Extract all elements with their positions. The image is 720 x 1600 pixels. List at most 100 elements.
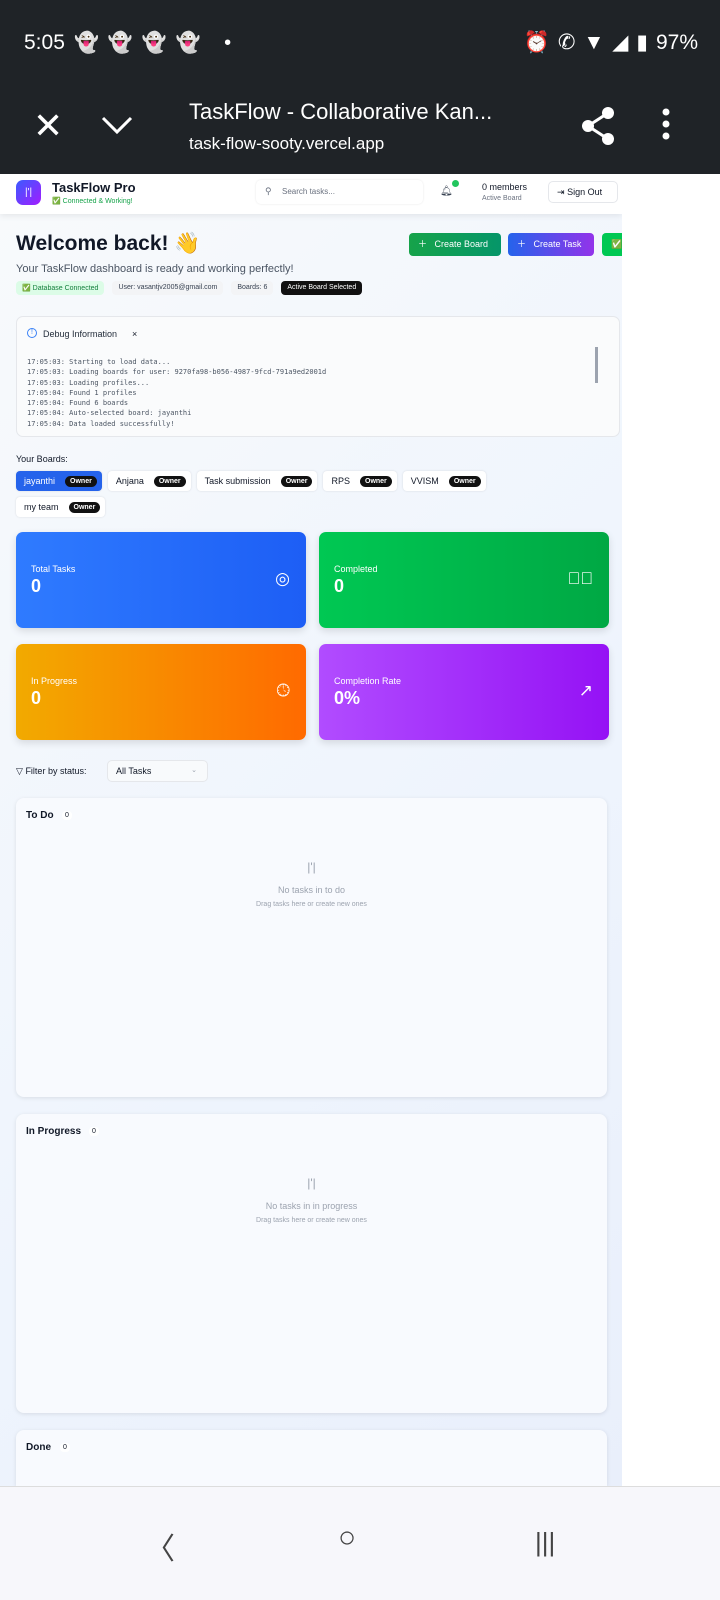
app-header: |'| TaskFlow Pro ✅ Connected & Working! …	[0, 174, 622, 214]
system-icons: ⏰ ✆ ▼ ◢ ▮ 97%	[524, 30, 698, 55]
board-vvism[interactable]: VVISM Owner	[402, 471, 486, 491]
boards-count: Boards: 6	[231, 281, 274, 295]
sign-out-label: Sign Out	[567, 187, 603, 197]
column-done: Done 0	[16, 1430, 607, 1486]
stat-value: 0	[31, 576, 42, 596]
filter-icon: ▽	[16, 766, 23, 776]
stat-label: Completion Rate	[334, 676, 402, 686]
scrollbar[interactable]	[595, 347, 598, 383]
welcome-heading: Welcome back! 👋	[16, 232, 201, 255]
log-line: 17:05:04: Data loaded successfully!	[27, 419, 175, 428]
members-sub: Active Board	[482, 195, 522, 202]
stat-completion-rate: Completion Rate 0% ↗	[319, 644, 609, 740]
board-name: Anjana	[115, 476, 144, 486]
filter-label: ▽ Filter by status:	[16, 766, 86, 777]
column-in-progress: In Progress 0 |'| No tasks in in progres…	[16, 1114, 607, 1413]
close-icon[interactable]: ✕	[33, 105, 64, 146]
sign-out-button[interactable]: ⇥ Sign Out	[548, 181, 618, 203]
role-badge: Owner	[280, 475, 313, 487]
back-icon[interactable]: 〈	[145, 1533, 175, 1566]
column-count: 0	[62, 811, 72, 820]
page-title: TaskFlow - Collaborative Kan...	[189, 99, 493, 124]
status-filter-select[interactable]: All Tasks ⌄	[107, 760, 208, 782]
column-count: 0	[89, 1127, 99, 1136]
user-email: User: vasantjv2005@gmail.com	[112, 281, 224, 295]
empty-hint: Drag tasks here or create new ones	[256, 901, 367, 908]
stat-value: 0%	[334, 688, 361, 708]
call-icon: ✆	[557, 31, 576, 54]
filter-text: Filter by status:	[25, 766, 87, 776]
role-badge: Owner	[68, 501, 101, 513]
create-board-label: Create Board	[434, 239, 489, 249]
empty-message: No tasks in in progress	[265, 1201, 358, 1211]
snapchat-icon: 👻👻👻👻 •	[74, 32, 241, 54]
active-board-badge: Active Board Selected	[281, 281, 363, 295]
kanban-icon: |'|	[307, 1176, 316, 1190]
stat-total-tasks: Total Tasks 0 ◎	[16, 532, 306, 628]
stat-completed: Completed 0 ✓⃝	[319, 532, 609, 628]
clock-icon: 🕓︎	[276, 681, 290, 700]
log-line: 17:05:03: Loading profiles...	[27, 378, 150, 387]
stat-label: Total Tasks	[31, 564, 76, 574]
search-placeholder: Search tasks...	[282, 187, 335, 196]
battery-icon: ▮	[636, 31, 648, 54]
system-nav-bar: 〈 ○ |||	[0, 1486, 720, 1600]
search-icon: ⚲	[265, 186, 272, 196]
create-task-button[interactable]: ＋ Create Task	[508, 233, 594, 256]
test-connection-label: ✅ Test Connection	[611, 239, 622, 249]
column-title: To Do	[26, 810, 54, 821]
role-badge: Owner	[360, 475, 392, 487]
debug-title: Debug Information	[43, 329, 118, 339]
stat-value: 0	[334, 576, 345, 596]
battery-level: 97%	[655, 30, 698, 54]
column-count: 0	[60, 1443, 70, 1452]
status-bar: 5:05 👻👻👻👻 • ⏰ ✆ ▼ ◢ ▮ 97%	[0, 0, 720, 86]
welcome-subtitle: Your TaskFlow dashboard is ready and wor…	[16, 263, 294, 275]
members-info: 0 members Active Board	[482, 182, 527, 202]
empty-message: No tasks in to do	[277, 885, 346, 895]
share-icon[interactable]	[580, 106, 616, 146]
search-input[interactable]: ⚲ Search tasks...	[256, 180, 423, 204]
logout-icon: ⇥	[557, 187, 565, 197]
logo: |'|	[16, 180, 41, 205]
close-debug-button[interactable]: ×	[132, 329, 138, 339]
signal-icon: ◢	[612, 31, 629, 54]
board-name: Task submission	[204, 476, 271, 486]
check-circle-icon: ✓⃝	[567, 569, 594, 588]
test-connection-button[interactable]: ✅ Test Connection	[602, 233, 622, 256]
more-options-icon[interactable]	[662, 108, 670, 142]
stat-label: Completed	[334, 564, 378, 574]
recents-icon[interactable]: |||	[535, 1527, 556, 1557]
page-url[interactable]: task-flow-sooty.vercel.app	[189, 134, 385, 153]
filter-value: All Tasks	[116, 766, 152, 776]
log-line: 17:05:03: Starting to load data...	[27, 358, 171, 366]
board-name: VVISM	[410, 476, 439, 486]
status-chips: ✅ Database Connected User: vasantjv2005@…	[16, 281, 363, 295]
create-board-button[interactable]: ＋ Create Board	[409, 233, 501, 256]
bell-icon[interactable]: 🔔︎	[440, 186, 453, 197]
board-rps[interactable]: RPS Owner	[323, 471, 397, 491]
board-name: my team	[24, 502, 59, 512]
stat-value: 0	[31, 688, 42, 708]
chevron-down-icon[interactable]	[100, 108, 134, 142]
board-name: RPS	[331, 476, 350, 486]
board-anjana[interactable]: Anjana Owner	[107, 471, 191, 491]
role-badge: Owner	[153, 475, 186, 487]
info-icon: !	[27, 328, 37, 338]
debug-log: 17:05:03: Starting to load data... 17:05…	[27, 357, 326, 429]
wifi-icon: ▼	[583, 30, 605, 54]
board-name: jayanthi	[24, 476, 56, 486]
trending-up-icon: ↗	[578, 681, 593, 700]
debug-panel: ! Debug Information × 17:05:03: Starting…	[16, 316, 620, 437]
board-jayanthi[interactable]: jayanthi Owner	[16, 471, 102, 491]
board-my-team[interactable]: my team Owner	[16, 497, 106, 517]
home-icon[interactable]: ○	[338, 1521, 357, 1554]
alarm-icon: ⏰	[523, 30, 550, 54]
board-task-submission[interactable]: Task submission Owner	[196, 471, 318, 491]
chevron-down-icon: ⌄	[191, 767, 197, 774]
column-todo: To Do 0 |'| No tasks in to do Drag tasks…	[16, 798, 607, 1097]
brand-name: TaskFlow Pro	[52, 180, 136, 195]
create-task-label: Create Task	[533, 239, 582, 249]
target-icon: ◎	[275, 569, 290, 588]
empty-hint: Drag tasks here or create new ones	[256, 1217, 367, 1224]
